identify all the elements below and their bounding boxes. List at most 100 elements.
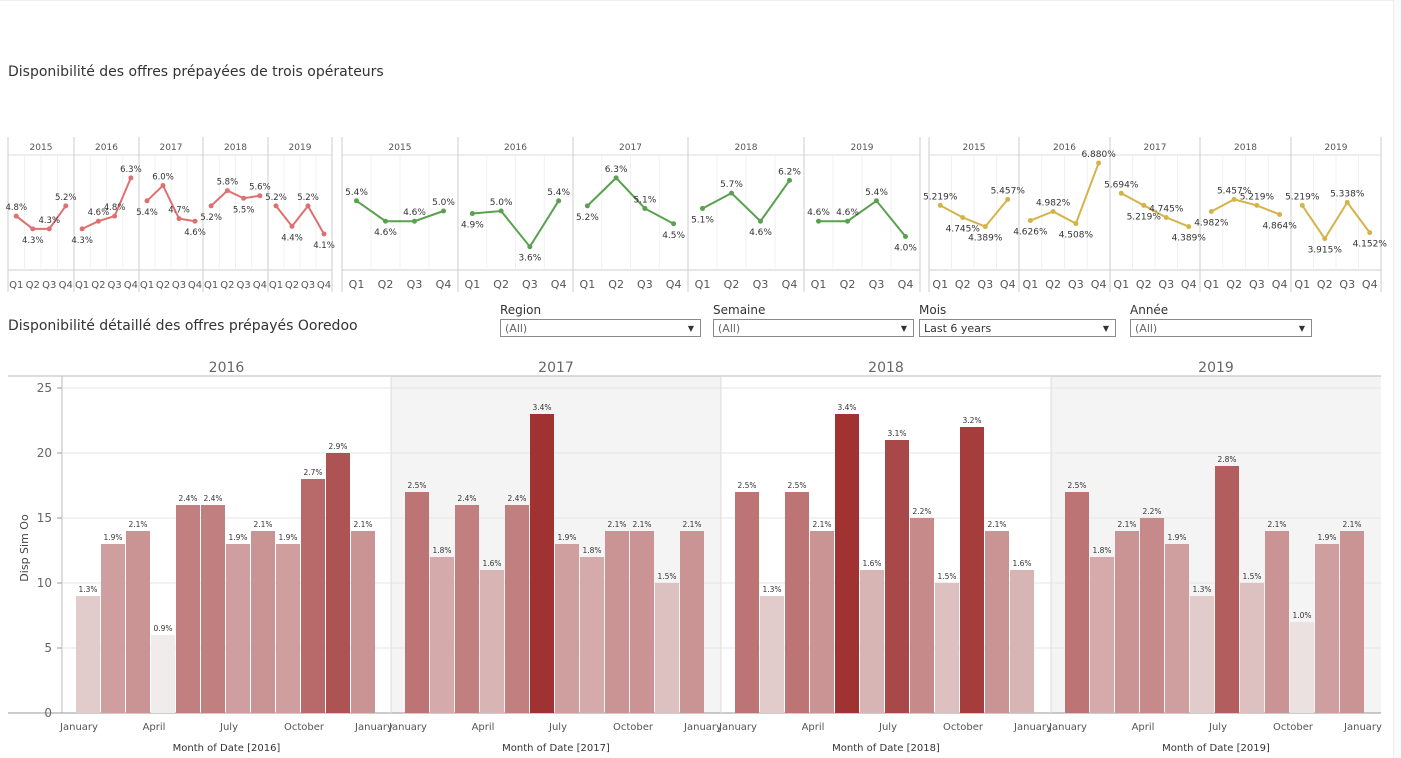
data-point: [729, 190, 734, 196]
bar-value-label: 2.1%: [987, 520, 1006, 529]
quarter-tick: Q4: [436, 278, 452, 291]
data-point: [1231, 196, 1237, 202]
bar: [101, 544, 125, 713]
quarter-tick: Q3: [172, 280, 186, 291]
data-point: [1096, 160, 1102, 166]
panel-year-header: 2018: [868, 360, 904, 376]
bar: [351, 531, 375, 713]
quarter-tick: Q3: [522, 278, 538, 291]
bar-value-label: 2.1%: [632, 520, 651, 529]
quarter-tick: Q3: [1068, 278, 1084, 291]
bar-value-label: 1.9%: [278, 533, 297, 542]
bar: [810, 531, 834, 713]
bar: [201, 505, 225, 713]
filter-mois-dropdown[interactable]: Last 6 years ▼: [919, 319, 1116, 337]
bar-value-label: 1.9%: [103, 533, 122, 542]
data-point: [241, 195, 247, 201]
quarter-tick: Q1: [1023, 278, 1039, 291]
quarter-tick: Q4: [1181, 278, 1197, 291]
data-point: [95, 218, 101, 224]
filter-semaine-dropdown[interactable]: (All) ▼: [713, 319, 914, 337]
bar: [301, 479, 325, 713]
year-header: 2019: [1325, 143, 1348, 153]
y-tick-label: 10: [37, 576, 52, 590]
bar: [580, 557, 604, 713]
data-label: 4.8%: [104, 203, 126, 213]
month-tick: January: [388, 722, 427, 733]
month-tick: January: [683, 722, 722, 733]
bar-value-label: 1.9%: [1317, 533, 1336, 542]
data-label: 4.152%: [1353, 240, 1388, 250]
x-axis-title: Month of Date [2016]: [173, 743, 281, 754]
data-point: [1141, 202, 1147, 208]
month-tick: October: [284, 722, 325, 733]
data-label: 5.0%: [490, 198, 513, 208]
bar: [835, 414, 859, 713]
quarter-tick: Q4: [317, 280, 331, 291]
month-tick: January: [59, 722, 98, 733]
bar: [985, 531, 1009, 713]
month-tick: January: [718, 722, 757, 733]
bar-value-label: 2.4%: [178, 494, 197, 503]
panel-year-header: 2017: [538, 360, 574, 376]
bar-value-label: 3.4%: [837, 403, 856, 412]
data-point: [224, 188, 230, 194]
bar: [455, 505, 479, 713]
filter-region[interactable]: Region (All) ▼: [500, 303, 701, 337]
data-label: 4.745%: [946, 225, 981, 235]
filter-annee-dropdown[interactable]: (All) ▼: [1130, 319, 1312, 337]
series-line: [1120, 192, 1190, 228]
bar: [910, 518, 934, 713]
year-header: 2016: [1053, 143, 1076, 153]
page-title-operators: Disponibilité des offres prépayées de tr…: [8, 64, 384, 80]
quarter-tick: Q4: [59, 280, 73, 291]
quarter-tick: Q1: [204, 280, 218, 291]
data-label: 6.880%: [1081, 150, 1116, 160]
quarter-tick: Q3: [1249, 278, 1265, 291]
bar-value-label: 1.0%: [1292, 611, 1311, 620]
data-label: 4.6%: [749, 228, 772, 238]
quarter-tick: Q2: [26, 280, 40, 291]
data-point: [13, 213, 19, 219]
filter-annee[interactable]: Année (All) ▼: [1130, 303, 1312, 337]
y-tick-label: 15: [37, 511, 52, 525]
data-label: 4.508%: [1059, 231, 1094, 241]
data-point: [1208, 208, 1214, 214]
data-label: 4.5%: [662, 231, 685, 241]
quarter-tick: Q2: [608, 278, 624, 291]
quarter-tick: Q1: [269, 280, 283, 291]
data-point: [321, 231, 327, 237]
filter-mois-value: Last 6 years: [924, 322, 992, 335]
data-label: 4.0%: [894, 244, 917, 254]
bar: [430, 557, 454, 713]
quarter-tick: Q1: [811, 278, 827, 291]
data-point: [787, 177, 792, 183]
bar: [1065, 492, 1089, 713]
bar-value-label: 2.1%: [607, 520, 626, 529]
data-label: 5.4%: [865, 188, 888, 198]
year-header: 2015: [389, 143, 412, 153]
data-point: [1073, 221, 1079, 227]
series-line: [355, 199, 444, 223]
bar: [151, 635, 175, 713]
data-point: [1027, 218, 1033, 224]
filter-region-dropdown[interactable]: (All) ▼: [500, 319, 701, 337]
bar-value-label: 1.3%: [762, 585, 781, 594]
bar: [1115, 531, 1139, 713]
filter-mois[interactable]: Mois Last 6 years ▼: [919, 303, 1116, 337]
bar: [960, 427, 984, 713]
quarter-tick: Q1: [1113, 278, 1129, 291]
bar-value-label: 1.3%: [1192, 585, 1211, 594]
bar: [785, 492, 809, 713]
data-label: 5.0%: [432, 198, 455, 208]
bar: [630, 531, 654, 713]
quarter-tick: Q4: [124, 280, 138, 291]
quarter-tick: Q2: [1045, 278, 1061, 291]
quarter-tick: Q3: [108, 280, 122, 291]
bar: [1315, 544, 1339, 713]
data-point: [208, 203, 214, 209]
quarter-tick: Q3: [977, 278, 993, 291]
filter-semaine[interactable]: Semaine (All) ▼: [713, 303, 914, 337]
bar: [276, 544, 300, 713]
bar: [885, 440, 909, 713]
